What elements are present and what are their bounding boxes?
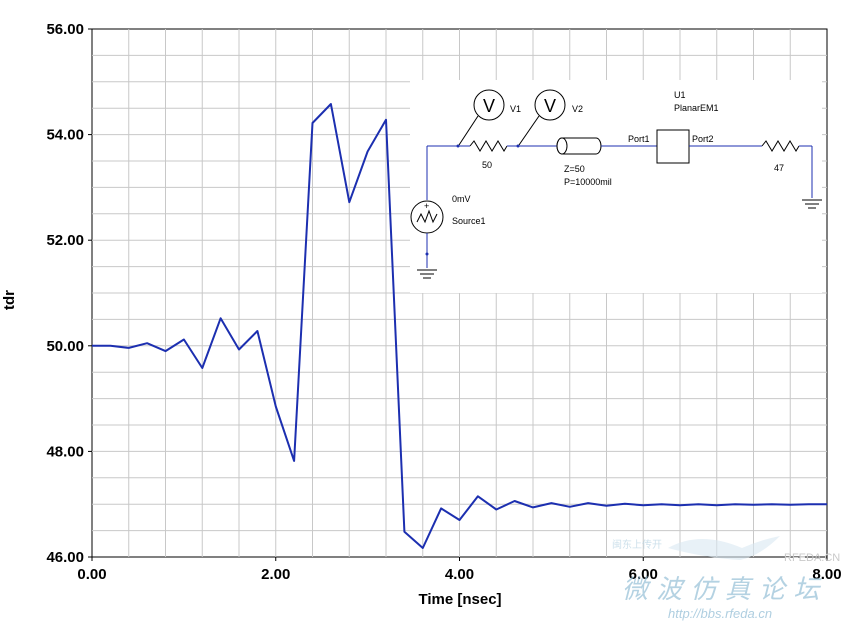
r1-value: 50 [482, 160, 492, 170]
u1-name: PlanarEM1 [674, 103, 719, 113]
resistor-r2-icon [761, 140, 800, 152]
tdr-series-line [92, 103, 827, 549]
x-axis-label: Time [nsec] [418, 591, 501, 608]
source-name: Source1 [452, 216, 486, 226]
port2-label: Port2 [692, 134, 714, 144]
u1-ref: U1 [674, 90, 686, 100]
tline-p: P=10000mil [564, 177, 612, 187]
y-tick-label: 54.00 [46, 127, 84, 144]
source-plus-icon: + [424, 201, 429, 211]
node-source-bottom [425, 252, 429, 256]
v1-symbol: V [483, 96, 495, 116]
source-value: 0mV [452, 194, 471, 204]
r2-value: 47 [774, 163, 784, 173]
voltmeter-v1-icon [473, 89, 505, 121]
y-tick-label: 46.00 [46, 549, 84, 566]
x-tick-label: 4.00 [445, 566, 474, 583]
y-tick-label: 50.00 [46, 338, 84, 355]
node-v2 [516, 144, 520, 148]
port1-label: Port1 [628, 134, 650, 144]
y-tick-label: 52.00 [46, 232, 84, 249]
planar-em-block [656, 129, 690, 164]
schematic-background [410, 80, 822, 293]
y-tick-label: 48.00 [46, 443, 84, 460]
watermark-url: http://bbs.rfeda.cn [668, 606, 772, 621]
node-v1 [456, 144, 460, 148]
x-tick-label: 0.00 [77, 566, 106, 583]
source-wave-icon [416, 209, 438, 224]
x-tick-label: 6.00 [629, 566, 658, 583]
v1-probe [458, 115, 479, 146]
ground-icon-right [802, 199, 822, 209]
tline-z: Z=50 [564, 164, 585, 174]
y-axis-label: tdr [1, 290, 18, 310]
watermark-cn-main: 微 波 仿 真 论 坛 [622, 575, 822, 605]
x-tick-label: 2.00 [261, 566, 290, 583]
watermark-cn-top: 闽东上传开 [612, 538, 662, 551]
resistor-r1-icon [469, 140, 508, 152]
voltmeter-v2-icon [534, 89, 566, 121]
v1-label: V1 [510, 104, 521, 114]
watermark: 闽东上传开 RFEDA.CN 微 波 仿 真 论 坛 http://bbs.rf… [612, 536, 840, 621]
x-tick-label: 8.00 [812, 566, 841, 583]
tline-icon [556, 137, 602, 155]
v2-probe [518, 115, 540, 146]
v2-label: V2 [572, 104, 583, 114]
v2-symbol: V [544, 96, 556, 116]
schematic-inset: + 0mV Source1 50 V V1 V [410, 80, 822, 293]
series-layer [92, 103, 827, 549]
watermark-wing-icon [668, 536, 780, 560]
ground-icon-left [417, 269, 437, 279]
y-tick-label: 56.00 [46, 21, 84, 38]
tick-labels: 46.00 48.00 50.00 52.00 54.00 56.00 0.00 2.00 4.… [46, 21, 841, 583]
watermark-brand: RFEDA.CN [784, 552, 840, 564]
